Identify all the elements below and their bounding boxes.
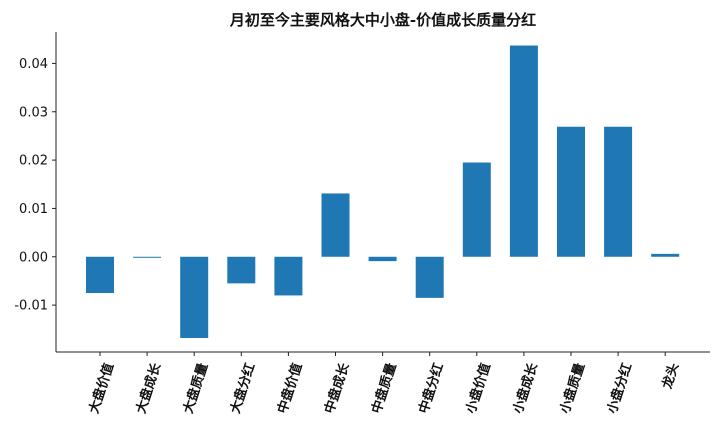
bar-0: [86, 256, 114, 294]
bar-1: [133, 256, 162, 258]
bar-6: [368, 256, 397, 262]
bar-12: [651, 253, 680, 257]
y-tick-label-5: 0.04: [19, 57, 48, 72]
y-tick-label-2: 0.01: [19, 202, 48, 217]
x-tick-label-3: 大盘分红: [227, 361, 258, 415]
bar-5: [321, 193, 350, 257]
bar-4: [274, 256, 303, 296]
bar-9: [509, 45, 538, 257]
y-tick-label-4: 0.03: [19, 105, 48, 120]
x-tick-label-5: 中盘成长: [321, 360, 353, 415]
x-tick-label-0: 大盘价值: [86, 361, 117, 415]
chart-title: 月初至今主要风格大中小盘-价值成长质量分红: [229, 11, 536, 29]
x-tick-label-10: 小盘质量: [557, 361, 588, 415]
x-tick-label-11: 小盘分红: [604, 361, 635, 415]
bar-10: [557, 126, 585, 257]
x-tick-label-8: 小盘价值: [463, 361, 494, 415]
bar-3: [227, 256, 256, 284]
x-tick-label-2: 大盘质量: [180, 361, 211, 415]
bar-11: [604, 126, 633, 257]
x-tick-label-6: 中盘质量: [368, 361, 399, 415]
x-tick-label-9: 小盘成长: [510, 360, 542, 415]
x-tick-label-1: 大盘成长: [133, 360, 165, 415]
y-tick-label-1: 0.00: [19, 250, 48, 265]
bar-7: [415, 256, 444, 298]
x-tick-label-4: 中盘价值: [274, 361, 305, 415]
y-tick-label-0: -0.01: [14, 299, 48, 314]
x-tick-label-12: 龙头: [659, 361, 682, 391]
bar-8: [462, 162, 491, 257]
bar-2: [180, 256, 209, 338]
y-tick-label-3: 0.02: [19, 154, 48, 169]
x-tick-label-7: 中盘分红: [416, 361, 447, 415]
